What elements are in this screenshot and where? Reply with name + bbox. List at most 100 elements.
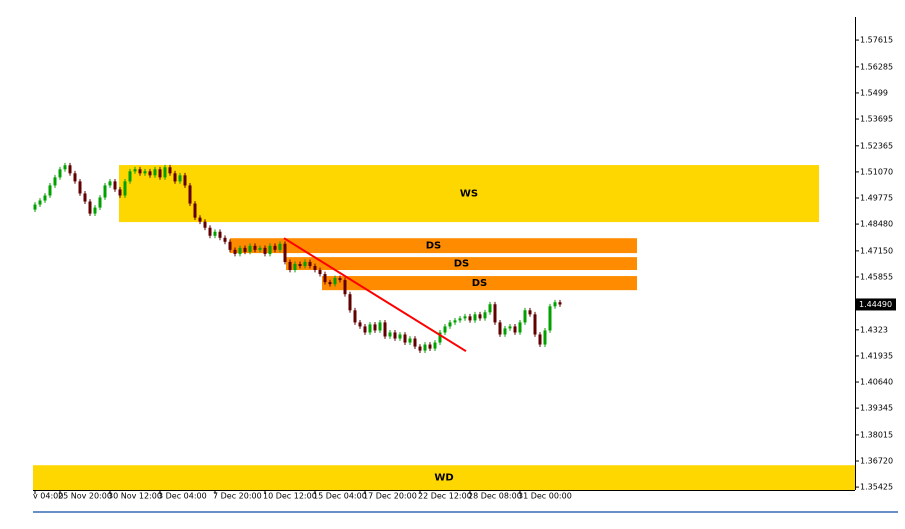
y-tick-label: 1.49775 bbox=[860, 194, 893, 203]
y-tick-label: 1.51070 bbox=[860, 167, 893, 176]
candle-body bbox=[528, 310, 532, 315]
candle-body bbox=[53, 177, 57, 186]
current-price-box bbox=[856, 298, 896, 311]
candle-body bbox=[278, 243, 282, 250]
candle-body bbox=[373, 324, 377, 331]
candle-body bbox=[48, 185, 52, 196]
current-price-label: 1.44490 bbox=[859, 300, 892, 309]
candle-body bbox=[243, 247, 247, 252]
candle-body bbox=[93, 207, 97, 214]
x-tick-label: 15 Dec 04:00 bbox=[313, 492, 367, 501]
zone-label: DS bbox=[426, 241, 442, 252]
candle-body bbox=[38, 200, 42, 205]
x-tick-label: 28 Dec 08:00 bbox=[468, 492, 522, 501]
candle-body bbox=[203, 221, 207, 228]
candle-body bbox=[208, 227, 212, 236]
y-tick-label: 1.35425 bbox=[860, 483, 893, 492]
candle-body bbox=[453, 320, 457, 323]
y-tick-label: 1.40640 bbox=[860, 378, 893, 387]
candle-body bbox=[153, 169, 157, 176]
candle-body bbox=[378, 322, 382, 331]
candle-body bbox=[503, 328, 507, 335]
candle-body bbox=[403, 334, 407, 343]
zone-label: DS bbox=[472, 278, 488, 289]
candle-body bbox=[323, 274, 327, 283]
x-tick-label: 22 Dec 12:00 bbox=[418, 492, 472, 501]
candle-body bbox=[433, 342, 437, 349]
candle-body bbox=[338, 278, 342, 281]
candle-body bbox=[313, 265, 317, 271]
y-tick-label: 1.4323 bbox=[860, 325, 888, 334]
candle-body bbox=[508, 326, 512, 329]
candle-body bbox=[513, 326, 517, 333]
candle-body bbox=[253, 245, 257, 250]
candle-body bbox=[58, 169, 62, 178]
x-tick-label: 3 Dec 04:00 bbox=[158, 492, 207, 501]
candle-body bbox=[388, 332, 392, 337]
y-tick-label: 1.53695 bbox=[860, 115, 893, 124]
candle-body bbox=[213, 231, 217, 236]
candle-body bbox=[303, 261, 307, 266]
y-tick-label: 1.57615 bbox=[860, 36, 893, 45]
x-tick-label: 10 Dec 12:00 bbox=[263, 492, 317, 501]
x-tick-label: 31 Dec 00:00 bbox=[518, 492, 572, 501]
candle-body bbox=[493, 304, 497, 323]
candle-body bbox=[133, 169, 137, 172]
candle-body bbox=[353, 310, 357, 323]
candle-body bbox=[358, 322, 362, 327]
y-tick-label: 1.52365 bbox=[860, 141, 893, 150]
candle-body bbox=[558, 302, 562, 305]
x-tick-label: 25 Nov 20:00 bbox=[58, 492, 112, 501]
zone-label: DS bbox=[454, 259, 470, 270]
y-tick-label: 1.39345 bbox=[860, 404, 893, 413]
zone-label: WS bbox=[460, 189, 478, 200]
candle-body bbox=[538, 334, 542, 345]
zone bbox=[119, 165, 819, 223]
candle-body bbox=[98, 197, 102, 208]
candle-body bbox=[468, 316, 472, 321]
candle-body bbox=[238, 247, 242, 254]
candle-body bbox=[103, 185, 107, 198]
x-tick-label: 30 Nov 12:00 bbox=[108, 492, 162, 501]
x-tick-label: 17 Dec 20:00 bbox=[363, 492, 417, 501]
y-tick-label: 1.5499 bbox=[860, 88, 888, 97]
y-tick-label: 1.41935 bbox=[860, 351, 893, 360]
x-tick-label: v 04:00 bbox=[33, 492, 63, 501]
candle-body bbox=[483, 312, 487, 319]
candle-body bbox=[343, 280, 347, 295]
candle-body bbox=[533, 314, 537, 335]
candle-body bbox=[318, 270, 322, 275]
candle-body bbox=[173, 173, 177, 182]
candle-body bbox=[298, 263, 302, 266]
candle-body bbox=[333, 278, 337, 285]
zone bbox=[286, 257, 637, 271]
candle-body bbox=[68, 165, 72, 174]
candle-body bbox=[308, 261, 312, 266]
candle-body bbox=[548, 306, 552, 331]
candle-body bbox=[383, 322, 387, 337]
candle-body bbox=[553, 302, 557, 307]
y-tick-label: 1.56285 bbox=[860, 62, 893, 71]
candle-body bbox=[498, 322, 502, 335]
candle-body bbox=[263, 247, 267, 254]
candle-body bbox=[78, 181, 82, 194]
candle-body bbox=[83, 193, 87, 202]
candle-body bbox=[428, 344, 432, 349]
candle-body bbox=[168, 167, 172, 174]
candle-body bbox=[438, 332, 442, 343]
candle-body bbox=[328, 282, 332, 285]
candle-body bbox=[363, 326, 367, 333]
candle-body bbox=[413, 338, 417, 347]
candle-body bbox=[73, 173, 77, 182]
candle-body bbox=[138, 169, 142, 174]
y-tick-label: 1.45855 bbox=[860, 272, 893, 281]
candle-body bbox=[393, 332, 397, 339]
candle-body bbox=[228, 241, 232, 250]
candle-body bbox=[63, 165, 67, 170]
candle-body bbox=[248, 245, 252, 252]
candle-body bbox=[398, 334, 402, 339]
zone bbox=[33, 465, 855, 490]
candle-body bbox=[408, 338, 412, 343]
candle-body bbox=[448, 322, 452, 327]
